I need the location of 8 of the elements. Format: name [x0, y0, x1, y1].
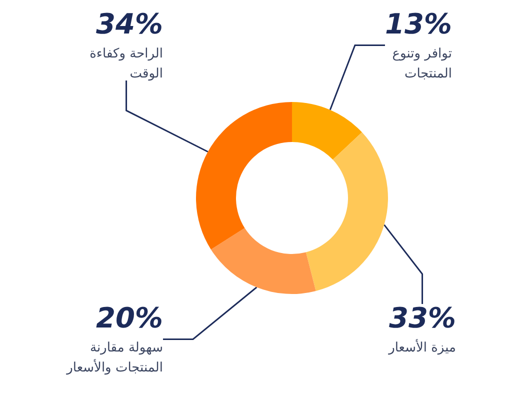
slice-label: ميزة الأسعار: [388, 338, 456, 356]
slice-label: سهولة مقارنة المنتجات والأسعار: [66, 340, 163, 376]
slice-label: توافر وتنوع المنتجات: [392, 46, 452, 82]
data-label: 20%: [96, 302, 163, 334]
data-label: 33%: [388, 302, 456, 334]
data-label: 13%: [384, 8, 452, 40]
data-label: 34%: [96, 8, 163, 40]
slice-label: الراحة وكفاءة الوقت: [90, 46, 163, 82]
